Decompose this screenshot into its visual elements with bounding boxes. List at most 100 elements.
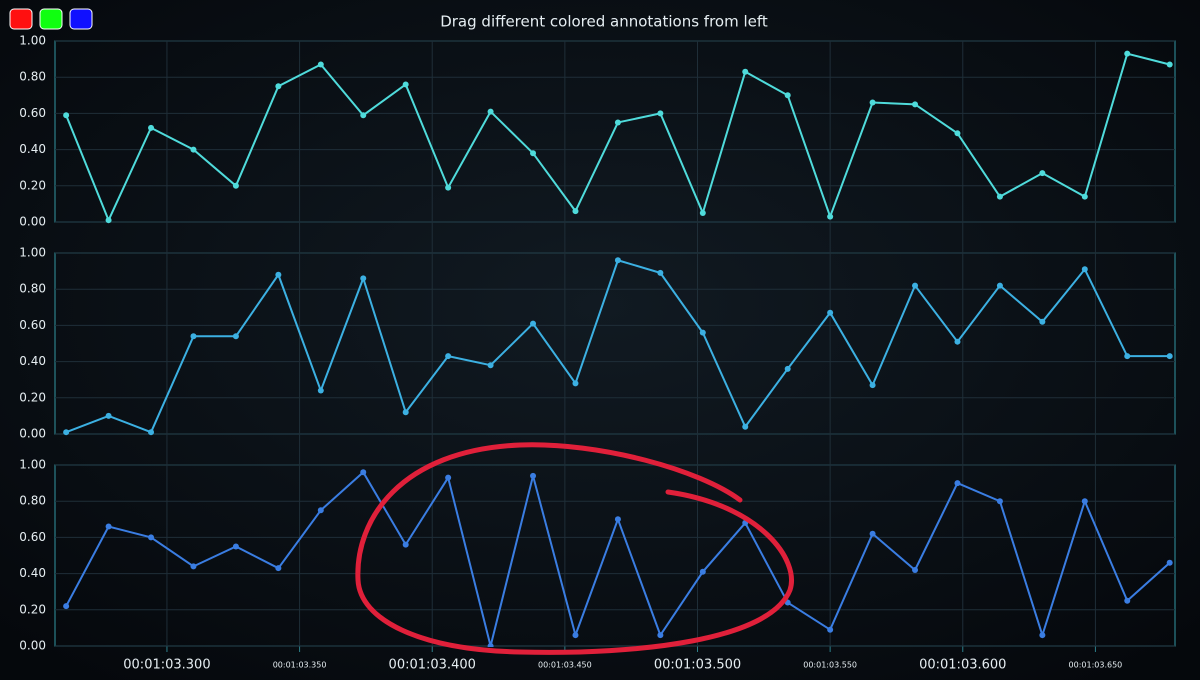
data-point [360,112,367,119]
data-point [63,603,70,610]
data-point [275,271,282,278]
data-point [614,119,621,126]
x-tick-label: 00:01:03.600 [919,658,1006,673]
blue-annotation-button[interactable] [69,8,93,30]
x-tick-label: 00:01:03.500 [654,658,741,673]
data-point [445,353,452,360]
data-point [784,92,791,99]
data-point [190,333,197,340]
data-point [572,632,579,639]
data-point [869,382,876,389]
data-point [827,213,834,220]
y-tick-label: 0.40 [19,566,46,580]
red-annotation-button[interactable] [9,8,33,30]
data-point [275,565,282,572]
green-annotation-button[interactable] [39,8,63,30]
data-point [954,338,961,345]
data-point [530,472,537,479]
data-point [317,61,324,68]
data-point [784,365,791,372]
data-point [614,516,621,523]
data-point [1166,353,1173,360]
data-point [869,530,876,537]
data-point [572,380,579,387]
data-point [148,534,155,541]
y-tick-label: 1.00 [19,458,46,472]
data-point [912,566,919,573]
data-point [63,429,70,436]
data-point [148,429,155,436]
data-point [487,362,494,369]
data-point [317,387,324,394]
data-point [1039,318,1046,325]
data-point [699,568,706,575]
data-point [317,507,324,514]
data-point [869,99,876,106]
data-point [1081,193,1088,200]
data-point [1124,597,1131,604]
data-point [954,480,961,487]
y-tick-label: 0.00 [19,427,46,441]
data-point [1124,50,1131,57]
data-point [614,257,621,264]
y-tick-label: 0.20 [19,602,46,616]
x-tick-label: 00:01:03.350 [273,661,327,670]
data-point [190,146,197,153]
data-point [657,632,664,639]
data-point [105,523,112,530]
data-point [190,563,197,570]
y-tick-label: 0.00 [19,215,46,229]
data-point [232,333,239,340]
data-point [360,275,367,282]
data-point [487,108,494,115]
data-point [402,409,409,416]
series [63,257,1173,436]
data-point [105,217,112,224]
data-point [699,329,706,336]
data-point [996,498,1003,505]
data-point [1081,498,1088,505]
x-tick-label: 00:01:03.450 [538,661,592,670]
data-point [996,193,1003,200]
chart-title: Drag different colored annotations from … [440,13,768,31]
y-tick-label: 0.40 [19,354,46,368]
y-tick-label: 1.00 [19,34,46,48]
data-point [572,208,579,215]
data-point [1124,353,1131,360]
data-point [487,643,494,647]
data-point [912,101,919,108]
annotation-ellipse [355,442,794,655]
y-tick-label: 0.60 [19,106,46,120]
data-point [275,83,282,90]
data-point [360,469,367,476]
data-point [445,474,452,481]
data-point [445,184,452,191]
data-point [827,626,834,633]
y-tick-label: 1.00 [19,246,46,260]
plot-area: 00:01:03.300 00:01:03.350 00:01:03.400 00:0… [19,34,1176,673]
x-tick-label: 00:01:03.550 [803,661,857,670]
data-point [742,68,749,75]
data-point [657,110,664,117]
data-point [657,269,664,276]
data-point [1166,61,1173,68]
y-tick-label: 0.20 [19,390,46,404]
data-point [1081,266,1088,273]
data-point [996,282,1003,289]
series [63,469,1173,647]
data-point [530,150,537,157]
x-tick-label: 00:01:03.300 [123,658,210,673]
data-point [912,282,919,289]
data-point [402,81,409,88]
x-tick-label: 00:01:03.650 [1069,661,1123,670]
data-point [148,124,155,131]
data-point [1039,632,1046,639]
y-tick-label: 0.60 [19,530,46,544]
data-point [232,182,239,189]
data-point [63,112,70,119]
y-tick-label: 0.00 [19,639,46,653]
y-tick-label: 0.20 [19,178,46,192]
data-point [699,209,706,216]
